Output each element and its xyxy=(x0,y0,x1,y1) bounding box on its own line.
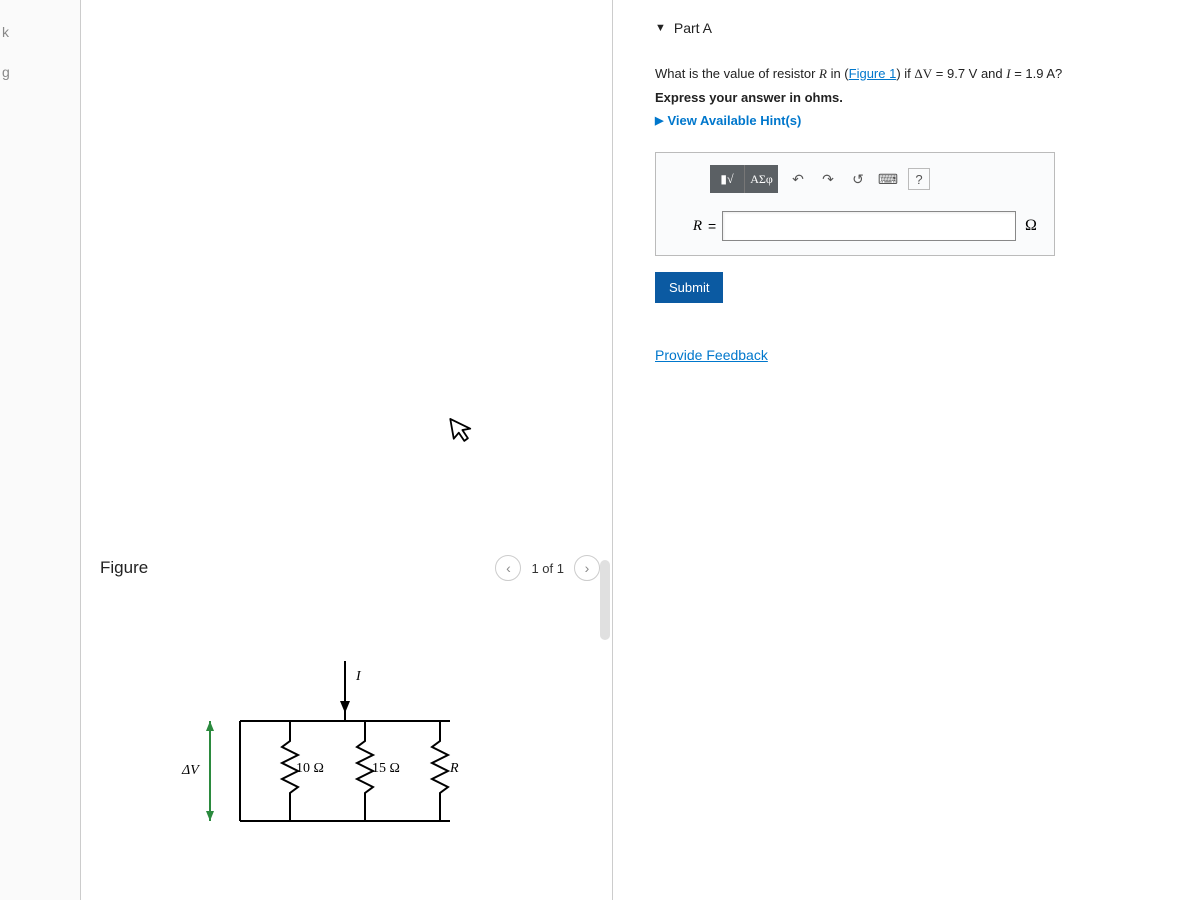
var-r: R xyxy=(819,66,827,81)
gutter-letter: g xyxy=(2,64,10,80)
collapse-arrow-icon: ▼ xyxy=(655,22,666,34)
reset-icon[interactable]: ↺ xyxy=(848,169,868,189)
redo-icon[interactable]: ↷ xyxy=(818,169,838,189)
label-r2: 15 Ω xyxy=(372,761,400,777)
equation-toolbar: ▮√ ΑΣφ ↶ ↷ ↺ ⌨ ? xyxy=(670,165,1040,193)
label-r3: R xyxy=(450,761,459,777)
left-gutter: k g xyxy=(0,0,80,900)
gutter-letter: k xyxy=(2,24,9,40)
tool-button-group: ▮√ ΑΣφ xyxy=(710,165,778,193)
figure-nav: ‹ 1 of 1 › xyxy=(495,555,600,581)
hints-label: View Available Hint(s) xyxy=(667,113,801,128)
help-icon[interactable]: ? xyxy=(908,168,930,190)
figure-next-button[interactable]: › xyxy=(574,555,600,581)
q-text: in ( xyxy=(827,66,849,81)
label-delta-v: ΔV xyxy=(182,763,199,779)
circuit-svg xyxy=(200,621,500,851)
question-text: What is the value of resistor R in (Figu… xyxy=(655,66,1155,82)
submit-button[interactable]: Submit xyxy=(655,272,723,303)
templates-button[interactable]: ▮√ xyxy=(710,165,744,193)
answer-variable-label: R xyxy=(670,218,702,235)
answer-box: ▮√ ΑΣφ ↶ ↷ ↺ ⌨ ? R = Ω xyxy=(655,152,1055,256)
keyboard-icon[interactable]: ⌨ xyxy=(878,169,898,189)
part-title: Part A xyxy=(674,20,712,36)
figure-panel: Figure ‹ 1 of 1 › xyxy=(100,555,600,851)
q-text: = 1.9 A? xyxy=(1011,66,1063,81)
answer-instruction: Express your answer in ohms. xyxy=(655,90,1155,105)
undo-icon[interactable]: ↶ xyxy=(788,169,808,189)
provide-feedback-link[interactable]: Provide Feedback xyxy=(655,347,768,363)
q-text: What is the value of resistor xyxy=(655,66,819,81)
answer-input[interactable] xyxy=(722,211,1016,241)
var-dv: ΔV xyxy=(914,66,932,81)
label-r1: 10 Ω xyxy=(296,761,324,777)
q-text: ) if xyxy=(896,66,914,81)
figure-page-indicator: 1 of 1 xyxy=(527,561,568,576)
scrollbar[interactable] xyxy=(600,560,610,640)
figure-link[interactable]: Figure 1 xyxy=(849,66,897,81)
pane-divider xyxy=(612,0,613,900)
label-current: I xyxy=(356,669,361,685)
answer-line: R = Ω xyxy=(670,211,1040,241)
answer-unit: Ω xyxy=(1022,217,1040,235)
view-hints-toggle[interactable]: ▶ View Available Hint(s) xyxy=(655,113,1155,128)
figure-header: Figure ‹ 1 of 1 › xyxy=(100,555,600,581)
greek-letters-button[interactable]: ΑΣφ xyxy=(744,165,778,193)
circuit-diagram: ΔV 10 Ω 15 Ω R I xyxy=(200,621,500,851)
figure-prev-button[interactable]: ‹ xyxy=(495,555,521,581)
figure-title: Figure xyxy=(100,558,148,578)
equals-sign: = xyxy=(708,218,716,234)
question-pane: ▼ Part A What is the value of resistor R… xyxy=(615,0,1185,365)
q-text: = 9.7 V and xyxy=(932,66,1006,81)
expand-arrow-icon: ▶ xyxy=(655,114,663,127)
part-header[interactable]: ▼ Part A xyxy=(655,20,1155,36)
